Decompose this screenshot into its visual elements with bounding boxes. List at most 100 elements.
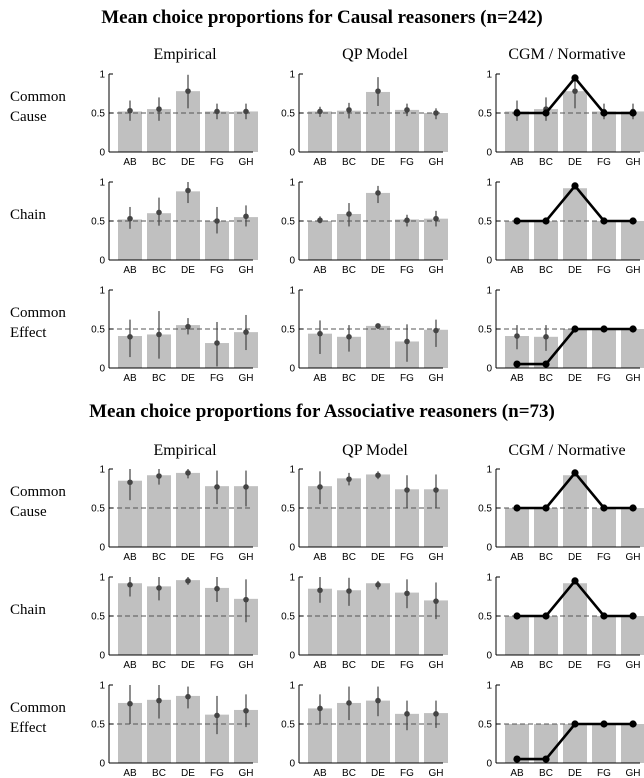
x-tick-label: FG [597, 157, 611, 168]
x-tick-label: GH [429, 265, 444, 276]
y-tick-label: 0 [486, 759, 492, 770]
y-tick-label: 0 [99, 148, 105, 159]
normative-point [629, 109, 637, 117]
normative-point [629, 612, 637, 620]
bar [592, 508, 616, 547]
normative-point [571, 325, 579, 333]
y-tick-label: 0.5 [91, 504, 105, 515]
y-tick-label: 0.5 [478, 720, 492, 731]
panel: 0 0.5 1 AB BC DE FG GH [478, 573, 644, 671]
x-tick-label: BC [152, 768, 166, 778]
x-tick-label: DE [371, 157, 385, 168]
x-tick-label: BC [342, 373, 356, 384]
x-tick-label: BC [152, 552, 166, 563]
y-tick-label: 0.5 [91, 720, 105, 731]
y-tick-label: 0.5 [281, 109, 295, 120]
data-point [156, 106, 162, 112]
x-tick-label: AB [313, 157, 327, 168]
normative-point [513, 504, 521, 512]
y-tick-label: 0.5 [478, 504, 492, 515]
x-tick-label: GH [239, 552, 254, 563]
data-point [127, 107, 133, 114]
normative-point [571, 74, 579, 82]
data-point [346, 700, 352, 706]
y-tick-label: 0 [486, 148, 492, 159]
x-tick-label: GH [429, 768, 444, 778]
x-tick-label: DE [371, 265, 385, 276]
data-point [433, 215, 439, 222]
data-point [375, 190, 381, 196]
data-point [214, 218, 220, 224]
panel: 0 0.5 1 AB BC DE FG GH [478, 70, 644, 168]
x-tick-label: AB [123, 768, 137, 778]
panel: 0 0.5 1 AB BC DE FG GH [281, 681, 448, 778]
bar [563, 475, 587, 547]
data-point [243, 329, 249, 335]
data-point [243, 596, 249, 603]
normative-point [542, 755, 550, 763]
row-label-line: Chain [10, 602, 46, 618]
y-tick-label: 1 [486, 178, 492, 189]
y-tick-label: 1 [99, 681, 105, 692]
x-tick-label: GH [429, 552, 444, 563]
y-tick-label: 1 [99, 70, 105, 81]
panel: 0 0.5 1 AB BC DE FG GH [478, 286, 644, 384]
x-tick-label: GH [429, 157, 444, 168]
data-point [404, 107, 410, 113]
y-tick-label: 1 [486, 70, 492, 81]
column-title: QP Model [342, 442, 408, 459]
bar [621, 221, 644, 260]
data-point [433, 598, 439, 604]
data-point [346, 476, 352, 482]
normative-point [513, 612, 521, 620]
y-tick-label: 1 [289, 465, 295, 476]
x-tick-label: FG [400, 768, 414, 778]
y-tick-label: 1 [289, 573, 295, 584]
bar [366, 325, 390, 368]
section-title: Mean choice proportions for Causal reaso… [101, 7, 542, 28]
x-tick-label: AB [510, 265, 524, 276]
y-tick-label: 0 [99, 759, 105, 770]
bar [621, 111, 644, 152]
data-point [317, 705, 323, 712]
y-tick-label: 0 [99, 256, 105, 267]
x-tick-label: BC [539, 157, 553, 168]
x-tick-label: FG [400, 552, 414, 563]
x-tick-label: DE [181, 157, 195, 168]
x-tick-label: FG [400, 157, 414, 168]
x-tick-label: BC [342, 265, 356, 276]
x-tick-label: BC [539, 552, 553, 563]
x-tick-label: FG [210, 157, 224, 168]
x-tick-label: GH [626, 660, 641, 671]
x-tick-label: GH [239, 768, 254, 778]
x-tick-label: DE [181, 265, 195, 276]
normative-point [600, 720, 608, 728]
x-tick-label: FG [210, 552, 224, 563]
row-label-line: Common [10, 305, 66, 321]
panel: 0 0.5 1 AB BC DE FG GH [91, 70, 258, 168]
row-label: Common Effect [10, 305, 66, 341]
section-title: Mean choice proportions for Associative … [89, 401, 555, 422]
x-tick-label: AB [313, 552, 327, 563]
y-tick-label: 1 [486, 286, 492, 297]
data-point [156, 209, 162, 216]
data-point [375, 323, 381, 329]
normative-point [513, 360, 521, 368]
panel: 0 0.5 1 AB BC DE FG GH [91, 178, 258, 276]
data-point [404, 338, 410, 345]
data-point [185, 88, 191, 94]
normative-point [600, 504, 608, 512]
normative-point [542, 360, 550, 368]
y-tick-label: 0 [289, 543, 295, 554]
x-tick-label: GH [626, 157, 641, 168]
normative-point [600, 612, 608, 620]
row-label-line: Common [10, 89, 66, 105]
y-tick-label: 0 [486, 256, 492, 267]
bar [366, 474, 390, 547]
y-tick-label: 1 [289, 178, 295, 189]
data-point [375, 582, 381, 588]
normative-point [571, 182, 579, 190]
section-associative: Mean choice proportions for Associative … [10, 401, 644, 778]
data-point [433, 487, 439, 493]
